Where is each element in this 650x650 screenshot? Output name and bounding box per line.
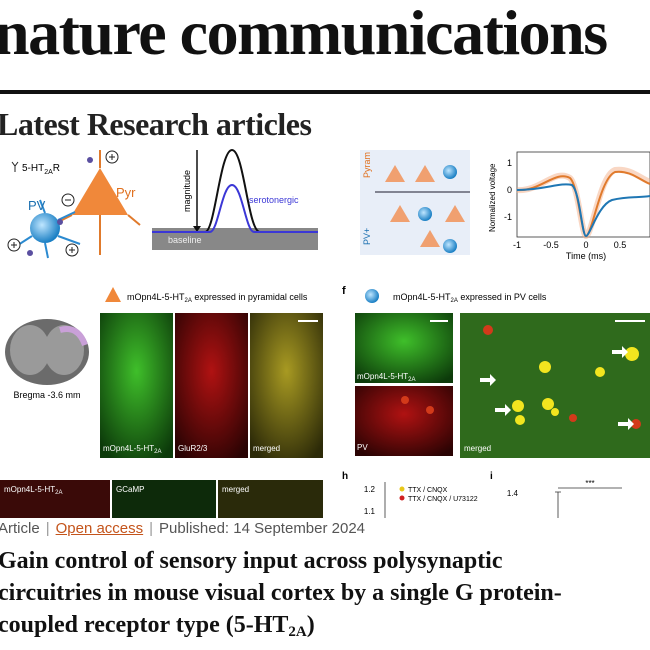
text: mOpn4L-5-HT <box>357 372 408 381</box>
text: 5-HT <box>22 163 44 174</box>
legend-entry: TTX / CNQX <box>408 487 448 494</box>
panel-label: mOpn4L-5-HT2A <box>357 372 415 383</box>
text: mOpn4L-5-HT <box>103 444 154 453</box>
panel-label: merged <box>464 444 491 453</box>
y-tick-label: 0 <box>507 185 512 195</box>
article-figure[interactable]: 5-HT2AR Pyr PV baseline magnitude seroto… <box>0 148 650 518</box>
x-tick-label: 0.5 <box>614 240 627 250</box>
text: expressed in PV cells <box>458 292 547 302</box>
article-type: Article <box>0 520 40 537</box>
magnitude-diagram: baseline magnitude serotonergic <box>152 148 318 250</box>
pyr-label: Pyr <box>116 185 136 200</box>
subscript: 2A <box>451 298 458 304</box>
bregma-label: Bregma -3.6 mm <box>13 390 80 400</box>
circuit-diagram: 5-HT2AR Pyr PV <box>7 150 141 259</box>
bottom-panels: mOpn4L-5-HT2A GCaMP merged h 1.2 1.1 TTX… <box>0 471 622 518</box>
significance-label: *** <box>585 479 594 488</box>
x-tick-label: -0.5 <box>543 240 559 250</box>
subscript: 2A <box>288 624 307 640</box>
y-tick-label: 1.1 <box>364 507 376 516</box>
cell-type-diagram: Pyram PV+ <box>360 150 470 255</box>
subscript: 2A <box>55 490 62 496</box>
text: mOpn4L-5-HT <box>4 485 55 494</box>
x-tick-label: -1 <box>513 240 521 250</box>
published-date: Published: 14 September 2024 <box>159 520 366 537</box>
article-byline: Article | Open access | Published: 14 Septem… <box>0 520 365 537</box>
receptor-label: 5-HT2AR <box>22 163 60 176</box>
open-access-link[interactable]: Open access <box>55 520 144 537</box>
subscript: 2A <box>44 169 53 176</box>
separator: | <box>149 520 154 537</box>
separator: | <box>45 520 50 537</box>
caption: mOpn4L-5-HT2A expressed in PV cells <box>393 292 547 304</box>
section-heading: Latest Research articles <box>0 106 312 142</box>
panel-label: mOpn4L-5-HT2A <box>4 485 62 496</box>
voltage-trace: Normalized voltage 1 0 -1 -1 -0.5 0 0.5 … <box>488 151 650 261</box>
panel-label: merged <box>222 485 249 494</box>
panel-letter: i <box>490 471 493 482</box>
title-line: circuitries in mouse visual cortex by a … <box>0 580 562 606</box>
pyramidal-panels: mOpn4L-5-HT2A expressed in pyramidal cel… <box>5 287 323 458</box>
brand-logo[interactable]: nature communications <box>0 0 608 68</box>
y-axis-label: Normalized voltage <box>488 163 497 232</box>
panel-label: merged <box>253 444 280 453</box>
text: mOpn4L-5-HT <box>393 292 451 302</box>
subscript: 2A <box>408 377 415 383</box>
text: mOpn4L-5-HT <box>127 292 185 302</box>
text: R <box>53 163 60 174</box>
y-tick-label: 1.4 <box>507 489 519 498</box>
pyramidal-label: Pyram <box>362 152 372 178</box>
panel-label: PV <box>357 443 368 452</box>
pv-label: PV <box>28 198 46 213</box>
pv-plus-label: PV+ <box>362 228 372 245</box>
pv-panels: f mOpn4L-5-HT2A expressed in PV cells mO… <box>342 285 650 458</box>
panel-label: mOpn4L-5-HT2A <box>103 444 161 455</box>
text: ) <box>306 612 315 638</box>
header-rule <box>0 90 650 94</box>
panel-letter: f <box>342 285 346 297</box>
panel-label: GluR2/3 <box>178 444 208 453</box>
subscript: 2A <box>154 449 161 455</box>
x-axis-label: Time (ms) <box>566 251 606 261</box>
caption: mOpn4L-5-HT2A expressed in pyramidal cel… <box>127 292 308 304</box>
serotonergic-label: serotonergic <box>249 195 299 205</box>
legend-entry: TTX / CNQX / U73122 <box>408 496 478 503</box>
title-line: Gain control of sensory input across pol… <box>0 548 503 574</box>
y-tick-label: 1.2 <box>364 485 376 494</box>
magnitude-label: magnitude <box>182 170 192 212</box>
panel-label: GCaMP <box>116 485 144 494</box>
panel-letter: h <box>342 471 348 482</box>
subscript: 2A <box>185 298 192 304</box>
text: coupled receptor type (5-HT <box>0 612 289 638</box>
y-tick-label: 1 <box>507 158 512 168</box>
text: expressed in pyramidal cells <box>192 292 308 302</box>
y-tick-label: -1 <box>504 212 512 222</box>
title-line: coupled receptor type (5-HT2A) <box>0 609 562 641</box>
x-tick-label: 0 <box>583 240 588 250</box>
article-title[interactable]: Gain control of sensory input across pol… <box>0 545 562 641</box>
baseline-label: baseline <box>168 235 202 245</box>
